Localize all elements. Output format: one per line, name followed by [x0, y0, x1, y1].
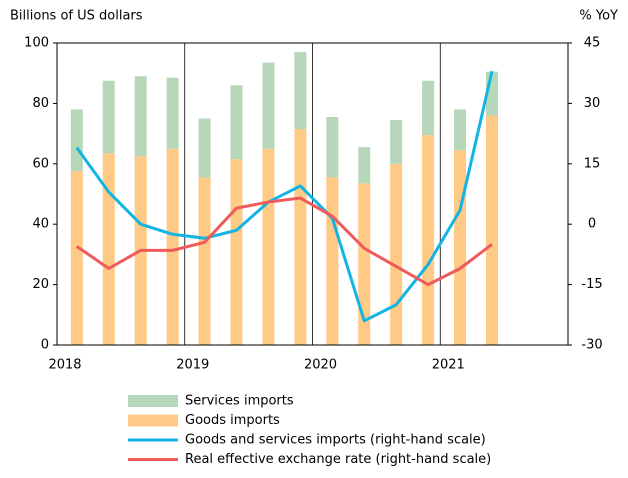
- x-tick-label: 2018: [48, 358, 81, 373]
- x-tick-label: 2019: [176, 358, 209, 373]
- bar: [198, 118, 211, 178]
- bar: [326, 116, 339, 178]
- y2-tick-label: 30: [584, 96, 601, 111]
- bar: [262, 148, 275, 345]
- bar: [262, 62, 275, 149]
- bar: [166, 148, 179, 345]
- bar: [390, 163, 403, 345]
- y2-tick-label: -15: [581, 277, 602, 292]
- bar: [198, 177, 211, 345]
- y-tick-label: 20: [32, 277, 49, 292]
- plot-frame: [56, 42, 569, 346]
- y2-tick-label: 45: [584, 36, 601, 51]
- bar: [230, 85, 243, 160]
- bar: [230, 159, 243, 345]
- bar: [294, 129, 307, 345]
- bar: [102, 153, 115, 345]
- bar: [70, 171, 83, 345]
- bar: [166, 77, 179, 149]
- bar: [422, 135, 435, 345]
- bar: [485, 115, 498, 345]
- bar: [422, 80, 435, 136]
- legend-swatch: [128, 395, 178, 407]
- bar: [454, 150, 467, 345]
- y2-tick-label: 0: [588, 217, 596, 232]
- x-tick-label: 2021: [432, 358, 465, 373]
- bar: [358, 147, 371, 184]
- x-tick-label: 2020: [304, 358, 337, 373]
- legend-swatch: [128, 414, 178, 427]
- y-tick-label: 100: [24, 36, 49, 51]
- line-series: [75, 196, 493, 287]
- line-series: [75, 70, 494, 323]
- bar: [358, 183, 371, 345]
- y-tick-label: 0: [41, 338, 49, 353]
- y-axis-title: Billions of US dollars: [10, 9, 143, 24]
- legend-label: Goods and services imports (right-hand s…: [185, 433, 486, 448]
- y2-tick-label: 15: [584, 156, 601, 171]
- legend-label: Services imports: [185, 394, 294, 409]
- y2-axis-title: % YoY: [579, 9, 618, 24]
- bar: [102, 80, 115, 154]
- y-tick-label: 40: [32, 217, 49, 232]
- y-tick-label: 60: [32, 156, 49, 171]
- bar: [454, 109, 467, 151]
- legend-label: Real effective exchange rate (right-hand…: [185, 452, 491, 467]
- y-tick-label: 80: [32, 96, 49, 111]
- bar: [326, 177, 339, 345]
- bar: [70, 109, 83, 172]
- bar: [390, 120, 403, 164]
- y2-tick-label: -30: [581, 338, 602, 353]
- bar: [294, 52, 307, 130]
- legend-label: Goods imports: [185, 413, 280, 428]
- bar: [134, 76, 147, 157]
